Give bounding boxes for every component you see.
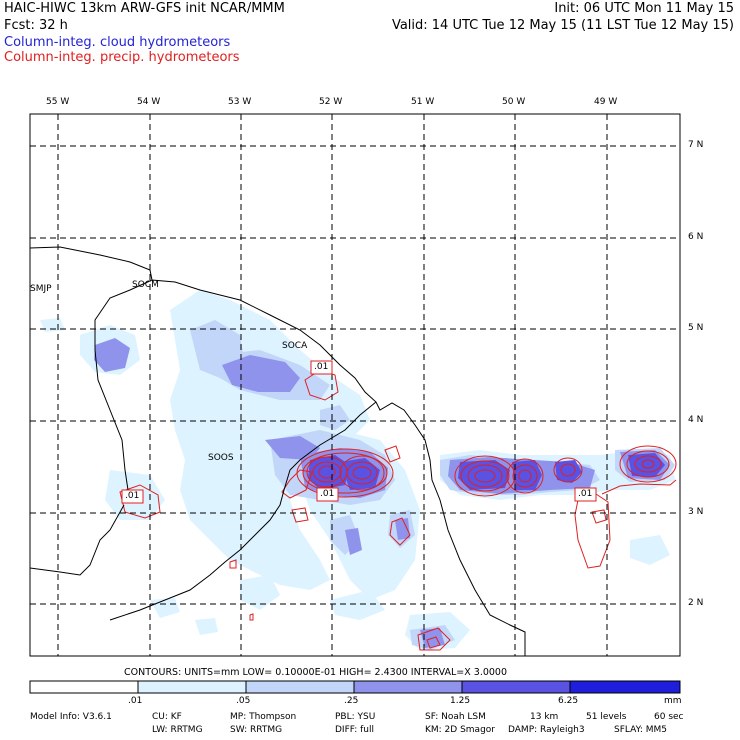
contour-label-boxes: [121, 360, 597, 504]
station-label-soca: SOCA: [282, 341, 308, 351]
model-pbl: PBL: YSU: [335, 712, 376, 722]
model-resolution: 13 km: [530, 712, 559, 722]
model-km: KM: 2D Smagor: [425, 725, 495, 735]
lat-label: 5 N: [688, 323, 704, 333]
model-version: Model Info: V3.6.1: [30, 712, 112, 722]
model-sflay: SFLAY: MM5: [614, 725, 668, 735]
lon-label: 52 W: [319, 97, 343, 107]
colorbar-units: mm: [664, 696, 682, 706]
model-damp: DAMP: Rayleigh3: [508, 725, 585, 735]
contour-info: CONTOURS: UNITS=mm LOW= 0.10000E-01 HIGH…: [124, 667, 508, 678]
plot-frame: [29, 113, 681, 657]
graticule: [30, 114, 680, 656]
contour-label: .01: [314, 362, 329, 372]
lon-label: 50 W: [502, 97, 526, 107]
lat-label: 4 N: [688, 415, 704, 425]
colorbar-tick: .01: [128, 696, 143, 706]
model-sf: SF: Noah LSM: [425, 712, 486, 722]
contour-label: .01: [125, 491, 140, 501]
lon-label: 51 W: [411, 97, 435, 107]
lat-label: 7 N: [688, 140, 704, 150]
lon-label: 49 W: [594, 97, 618, 107]
model-timestep: 60 sec: [654, 712, 684, 722]
model-levels: 51 levels: [586, 712, 627, 722]
model-lw: LW: RRTMG: [152, 725, 203, 735]
lat-label: 3 N: [688, 507, 704, 517]
contour-label: .01: [320, 489, 335, 499]
lat-label: 2 N: [688, 598, 704, 608]
cloud-field-label: Column-integ. cloud hydrometeors: [4, 35, 231, 50]
title-text: HAIC-HIWC 13km ARW-GFS init NCAR/MMM: [4, 1, 285, 16]
init-time: Init: 06 UTC Mon 11 May 15: [554, 1, 734, 16]
forecast-hour: Fcst: 32 h: [4, 18, 68, 33]
contour-label: .01: [578, 489, 593, 499]
station-label-smjp: SMJP: [30, 284, 52, 294]
coastline: [30, 246, 526, 656]
model-cu: CU: KF: [152, 712, 182, 722]
lon-label: 55 W: [46, 97, 70, 107]
colorbar-tick: 1.25: [450, 696, 471, 706]
valid-time: Valid: 14 UTC Tue 12 May 15 (11 LST Tue …: [391, 18, 734, 33]
model-mp: MP: Thompson: [230, 712, 297, 722]
station-label-socm: SOCM: [132, 280, 159, 290]
lon-label: 54 W: [137, 97, 161, 107]
precip-field-label: Column-integ. precip. hydrometeors: [4, 50, 240, 65]
lat-label: 6 N: [688, 232, 704, 242]
colorbar-tick: 6.25: [558, 696, 579, 706]
lon-label: 53 W: [228, 97, 252, 107]
model-diff: DIFF: full: [335, 725, 375, 735]
station-label-soos: SOOS: [208, 453, 234, 463]
colorbar-tick: .25: [344, 696, 359, 706]
model-sw: SW: RRTMG: [230, 725, 283, 735]
colorbar-tick: .05: [236, 696, 251, 706]
